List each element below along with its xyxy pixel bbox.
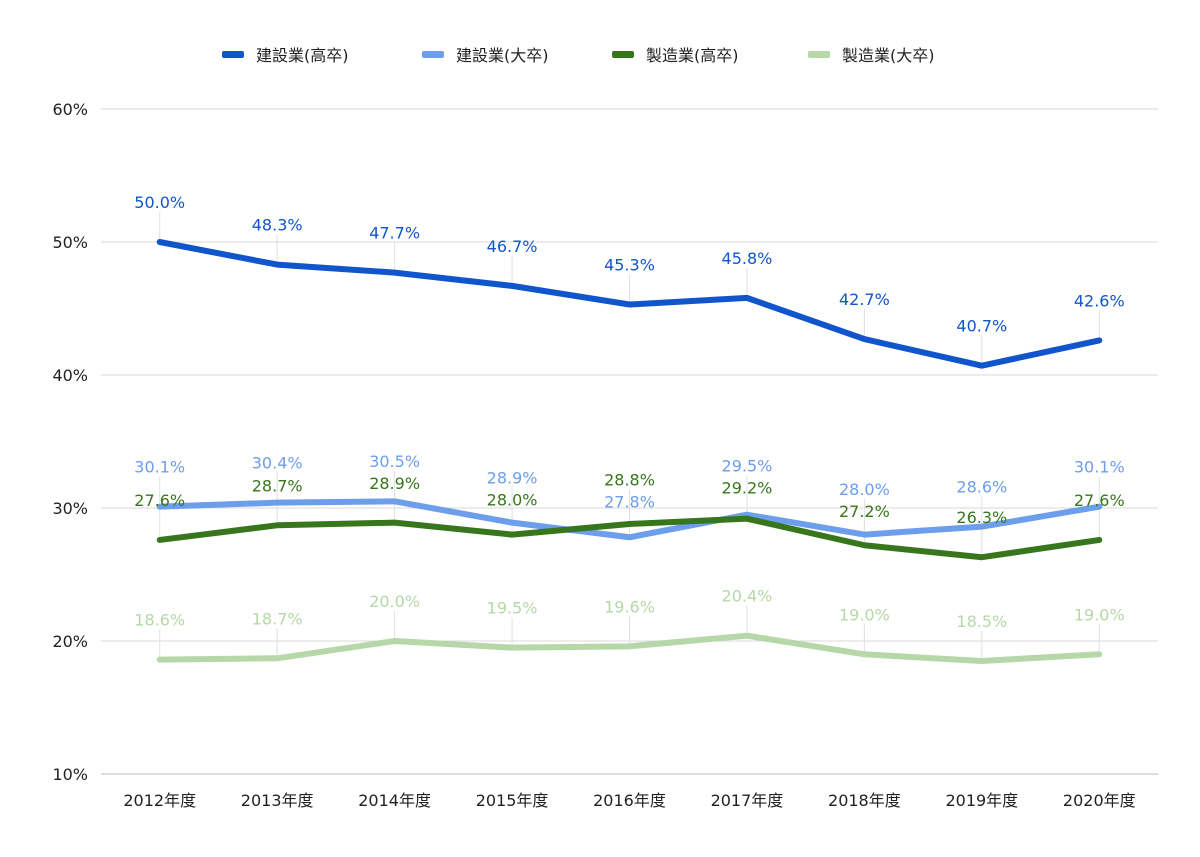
data-label: 42.7% bbox=[839, 290, 890, 309]
data-label: 47.7% bbox=[369, 224, 420, 243]
data-label: 29.2% bbox=[722, 479, 773, 498]
y-tick-label: 50% bbox=[52, 233, 88, 252]
y-tick-label: 10% bbox=[52, 765, 88, 784]
label-leader-lines bbox=[159, 212, 1100, 661]
data-label: 30.1% bbox=[134, 458, 185, 477]
x-tick-label: 2020年度 bbox=[1063, 791, 1136, 810]
data-label: 29.5% bbox=[722, 457, 773, 476]
data-label: 20.0% bbox=[369, 592, 420, 611]
data-label: 30.5% bbox=[369, 452, 420, 471]
data-label: 27.2% bbox=[839, 502, 890, 521]
gridlines bbox=[101, 108, 1158, 775]
data-label: 27.6% bbox=[134, 491, 185, 510]
data-label: 18.5% bbox=[956, 612, 1007, 631]
data-label: 28.9% bbox=[369, 474, 420, 493]
x-tick-label: 2014年度 bbox=[358, 791, 431, 810]
data-labels: 50.0% 30.1% 27.6% 18.6% 48.3% 30.4% 28.7% 18.7%… bbox=[134, 193, 1124, 631]
data-label: 28.0% bbox=[487, 491, 538, 510]
data-label: 18.6% bbox=[134, 611, 185, 630]
legend-item[interactable]: 製造業(高卒) bbox=[612, 46, 739, 65]
y-tick-label: 20% bbox=[52, 632, 88, 651]
legend-swatch bbox=[222, 51, 244, 58]
data-label: 45.8% bbox=[722, 249, 773, 268]
data-label: 20.4% bbox=[722, 587, 773, 606]
y-axis: 10% 20% 30% 40% 50% 60% bbox=[52, 100, 88, 784]
data-label: 19.5% bbox=[487, 599, 538, 618]
data-label: 50.0% bbox=[134, 193, 185, 212]
data-label: 19.0% bbox=[1074, 605, 1125, 624]
y-tick-label: 40% bbox=[52, 366, 88, 385]
series-lines bbox=[156, 239, 1103, 664]
legend-swatch bbox=[612, 51, 634, 58]
x-tick-label: 2013年度 bbox=[241, 791, 314, 810]
series-line bbox=[156, 498, 1103, 541]
data-label: 27.6% bbox=[1074, 491, 1125, 510]
x-tick-label: 2018年度 bbox=[828, 791, 901, 810]
data-label: 27.8% bbox=[604, 493, 655, 512]
data-label: 26.3% bbox=[956, 508, 1007, 527]
data-label: 48.3% bbox=[252, 216, 303, 235]
series-line bbox=[156, 239, 1103, 369]
data-label: 28.7% bbox=[252, 476, 303, 495]
data-label: 28.9% bbox=[487, 469, 538, 488]
legend-item[interactable]: 製造業(大卒) bbox=[808, 46, 935, 65]
data-label: 18.7% bbox=[252, 609, 303, 628]
data-label: 42.6% bbox=[1074, 291, 1125, 310]
data-label: 45.3% bbox=[604, 256, 655, 275]
data-label: 28.6% bbox=[956, 478, 1007, 497]
legend-item[interactable]: 建設業(高卒) bbox=[222, 46, 349, 65]
y-tick-label: 60% bbox=[52, 100, 88, 119]
x-tick-label: 2019年度 bbox=[945, 791, 1018, 810]
x-tick-label: 2016年度 bbox=[593, 791, 666, 810]
legend-swatch bbox=[422, 51, 444, 58]
data-label: 30.4% bbox=[252, 454, 303, 473]
series-line bbox=[156, 515, 1103, 561]
x-tick-label: 2015年度 bbox=[476, 791, 549, 810]
data-label: 40.7% bbox=[956, 317, 1007, 336]
legend-label: 製造業(大卒) bbox=[842, 46, 935, 65]
legend-item[interactable]: 建設業(大卒) bbox=[422, 46, 549, 65]
data-label: 46.7% bbox=[487, 237, 538, 256]
series-line bbox=[156, 632, 1103, 664]
x-tick-label: 2017年度 bbox=[711, 791, 784, 810]
legend-label: 製造業(高卒) bbox=[646, 46, 739, 65]
data-label: 19.6% bbox=[604, 597, 655, 616]
legend-swatch bbox=[808, 51, 830, 58]
data-label: 30.1% bbox=[1074, 458, 1125, 477]
data-label: 28.0% bbox=[839, 480, 890, 499]
x-axis: 2012年度 2013年度 2014年度 2015年度 2016年度 2017年度 2018… bbox=[123, 791, 1135, 810]
legend-label: 建設業(高卒) bbox=[256, 46, 349, 65]
x-tick-label: 2012年度 bbox=[123, 791, 196, 810]
legend: 建設業(高卒) 建設業(大卒) 製造業(高卒) 製造業(大卒) bbox=[222, 46, 935, 65]
data-label: 19.0% bbox=[839, 605, 890, 624]
legend-label: 建設業(大卒) bbox=[456, 46, 549, 65]
data-label: 28.8% bbox=[604, 471, 655, 490]
y-tick-label: 30% bbox=[52, 499, 88, 518]
